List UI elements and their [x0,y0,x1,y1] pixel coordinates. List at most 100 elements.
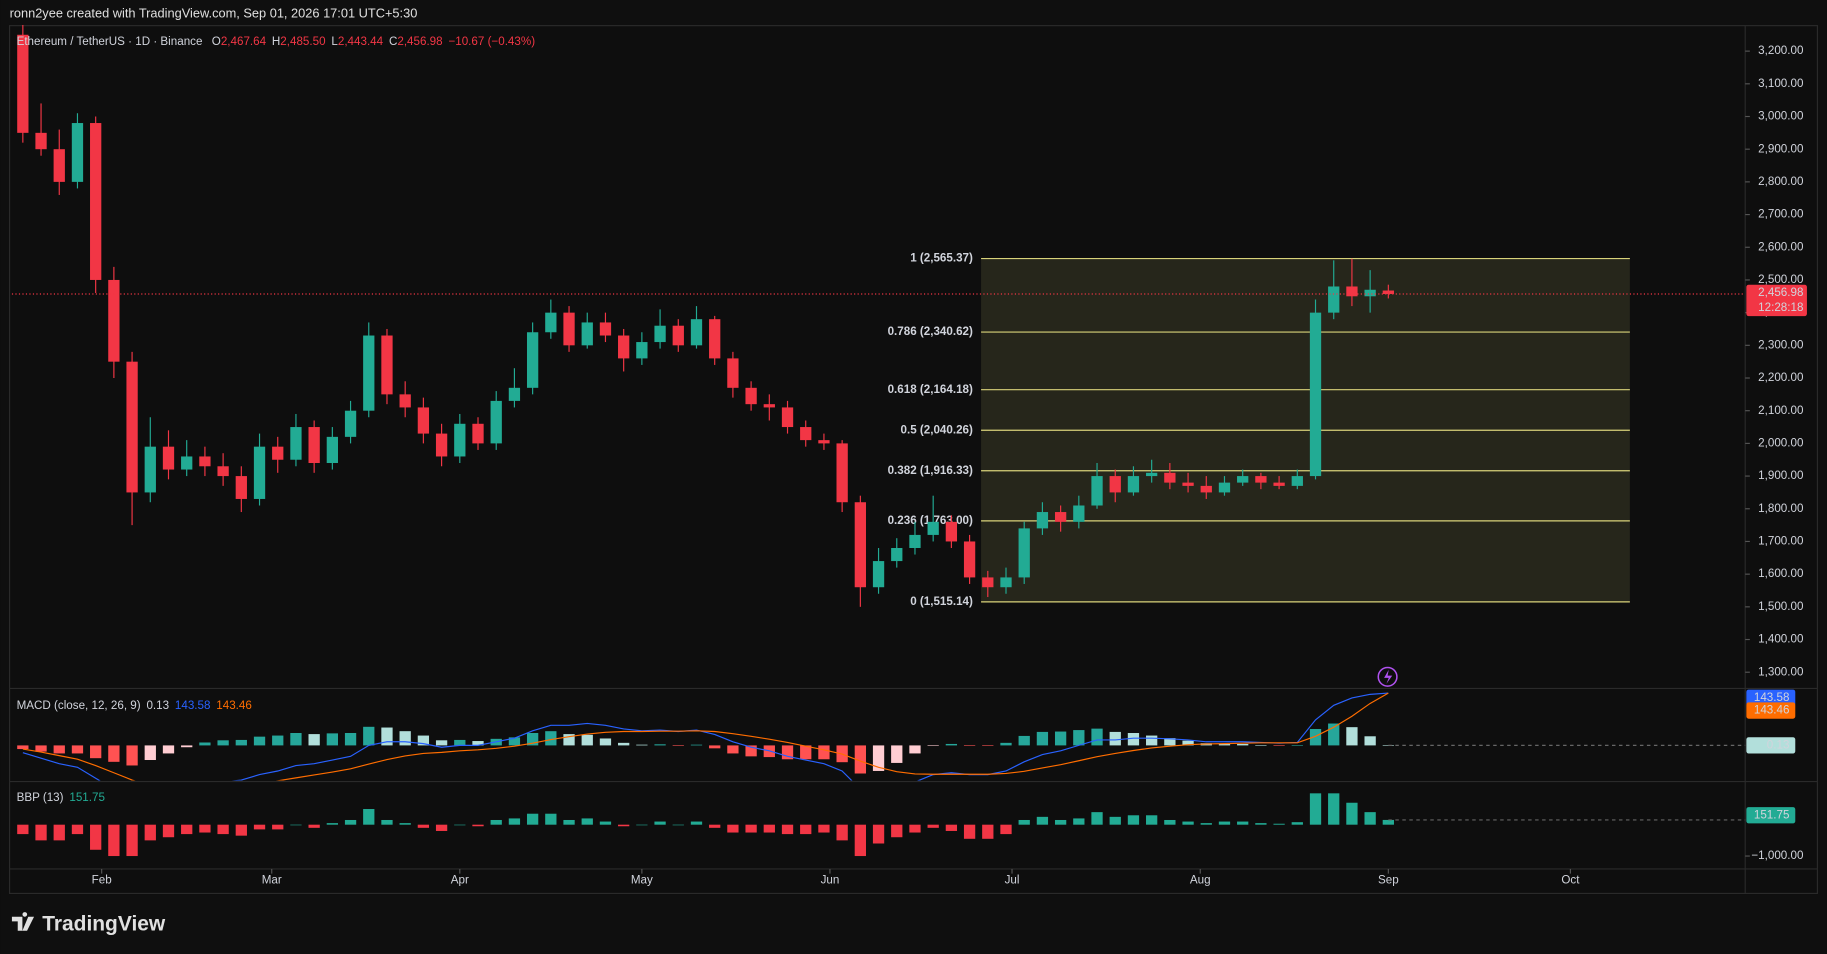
bbp-bar [1255,823,1267,825]
bbp-bar [526,813,539,825]
candle-body [1255,476,1267,483]
macd-histogram-bar [945,743,958,746]
bbp-bar [1273,823,1285,825]
macd-histogram-bar [1127,733,1140,746]
candle-body [1382,290,1394,295]
bbp-bar [1000,824,1012,835]
bbp-bar [90,824,102,850]
hist-axis-label-box [1746,737,1796,754]
macd-histogram-bar [690,744,703,746]
bbp-bar [1054,819,1067,825]
bbp-bar [435,824,448,831]
bbp-bar [326,823,338,825]
bbp-bar [1364,812,1376,825]
candle-body [836,443,848,503]
bbp-bar [927,824,939,828]
bbp-bar [381,819,393,825]
bbp-bar [454,824,466,826]
ohlc-value: 2,467.64 [221,35,267,48]
alert-icon[interactable] [1377,666,1398,687]
candle-body [1200,485,1212,493]
bbp-bar [490,819,502,825]
y-tick-label: 2,300.00 [1758,338,1804,351]
bbp-bar [344,819,357,825]
macd-histogram-bar [526,733,539,746]
x-tick-label: Jun [821,874,840,887]
candle-body [126,361,138,493]
brand: TradingView [42,912,166,935]
y-tick-label: 2,900.00 [1758,142,1804,155]
logo [11,912,35,931]
candle-body [1018,528,1030,578]
candle-body [654,325,666,343]
bbp-bar [690,821,703,825]
candle-body [727,358,739,388]
bbp-bar [1164,819,1176,825]
signal-axis-label-box [1746,702,1796,719]
macd-histogram-bar [1109,731,1121,746]
macd-histogram-bar [162,745,175,754]
y-tick-label: 2,800.00 [1758,175,1804,188]
macd-histogram-bar [636,744,648,746]
candle-body [982,577,994,588]
bbp-bar [71,824,84,835]
bbp-bar [909,824,921,833]
symbol: Ethereum / TetherUS · 1D · Binance [17,35,203,48]
macd-histogram-bar [90,745,102,759]
x-tick-label: Jul [1005,874,1020,887]
candle-body [108,279,120,362]
macd-histogram-bar [982,745,994,746]
candle-body [581,322,593,346]
macd-histogram-bar [35,745,47,752]
macd-histogram-bar [1018,735,1030,746]
candle-body [417,407,430,434]
bbp-bar [272,824,284,830]
fib-label: 0.382 (1,916.33) [888,464,973,477]
candle-body [745,387,757,405]
macd-histogram-bar [854,745,866,774]
change: −10.67 (−0.43%) [448,35,535,48]
bbp-bar [599,821,612,825]
bbp-bar [1218,821,1231,825]
candle-body [545,312,557,333]
candle-body [563,312,575,346]
macd-histogram-bar [1146,735,1158,746]
y-tick-label: 2,000.00 [1758,436,1804,449]
candle-body [872,561,885,588]
candle-body [618,335,630,359]
candle-body [162,446,175,470]
candle-body [217,466,229,477]
candle-body [945,521,958,542]
candle-body [709,319,721,359]
bbp-bar [854,824,866,857]
macd-histogram-bar [53,745,65,754]
macd-histogram-bar [1382,745,1394,746]
ohlc-key: C [389,35,397,48]
y-tick-label: 1,500.00 [1758,600,1804,613]
candle-body [891,547,903,562]
candle-body [290,427,302,460]
candle-body [253,446,266,499]
y-tick-label: 2,600.00 [1758,240,1804,253]
candle-body [1237,476,1249,483]
macd-histogram-bar [1328,723,1340,746]
bbp-bar [1109,816,1121,825]
bbp-bar [1237,821,1249,825]
ohlc-key: O [212,35,221,48]
macd-histogram-bar [963,745,976,746]
macd-histogram-bar [308,734,320,746]
countdown: 12:28:18 [1758,301,1803,314]
bbp-bar [618,824,630,827]
candle-body [454,423,466,457]
macd-histogram-bar [326,733,338,746]
macd-histogram-bar [618,742,630,746]
bbp-bar [363,809,375,825]
candle-body [1036,512,1049,529]
y-tick-label: 2,700.00 [1758,208,1804,221]
macd-histogram-bar [253,736,266,746]
macd-legend: MACD (close, 12, 26, 9) 0.13 143.58 143.46 [17,699,252,712]
candle-body [199,456,211,467]
watermark: ronn2yee created with TradingView.com, S… [10,5,418,20]
signal-value: 143.46 [216,699,252,712]
bbp-bar [1182,821,1194,825]
